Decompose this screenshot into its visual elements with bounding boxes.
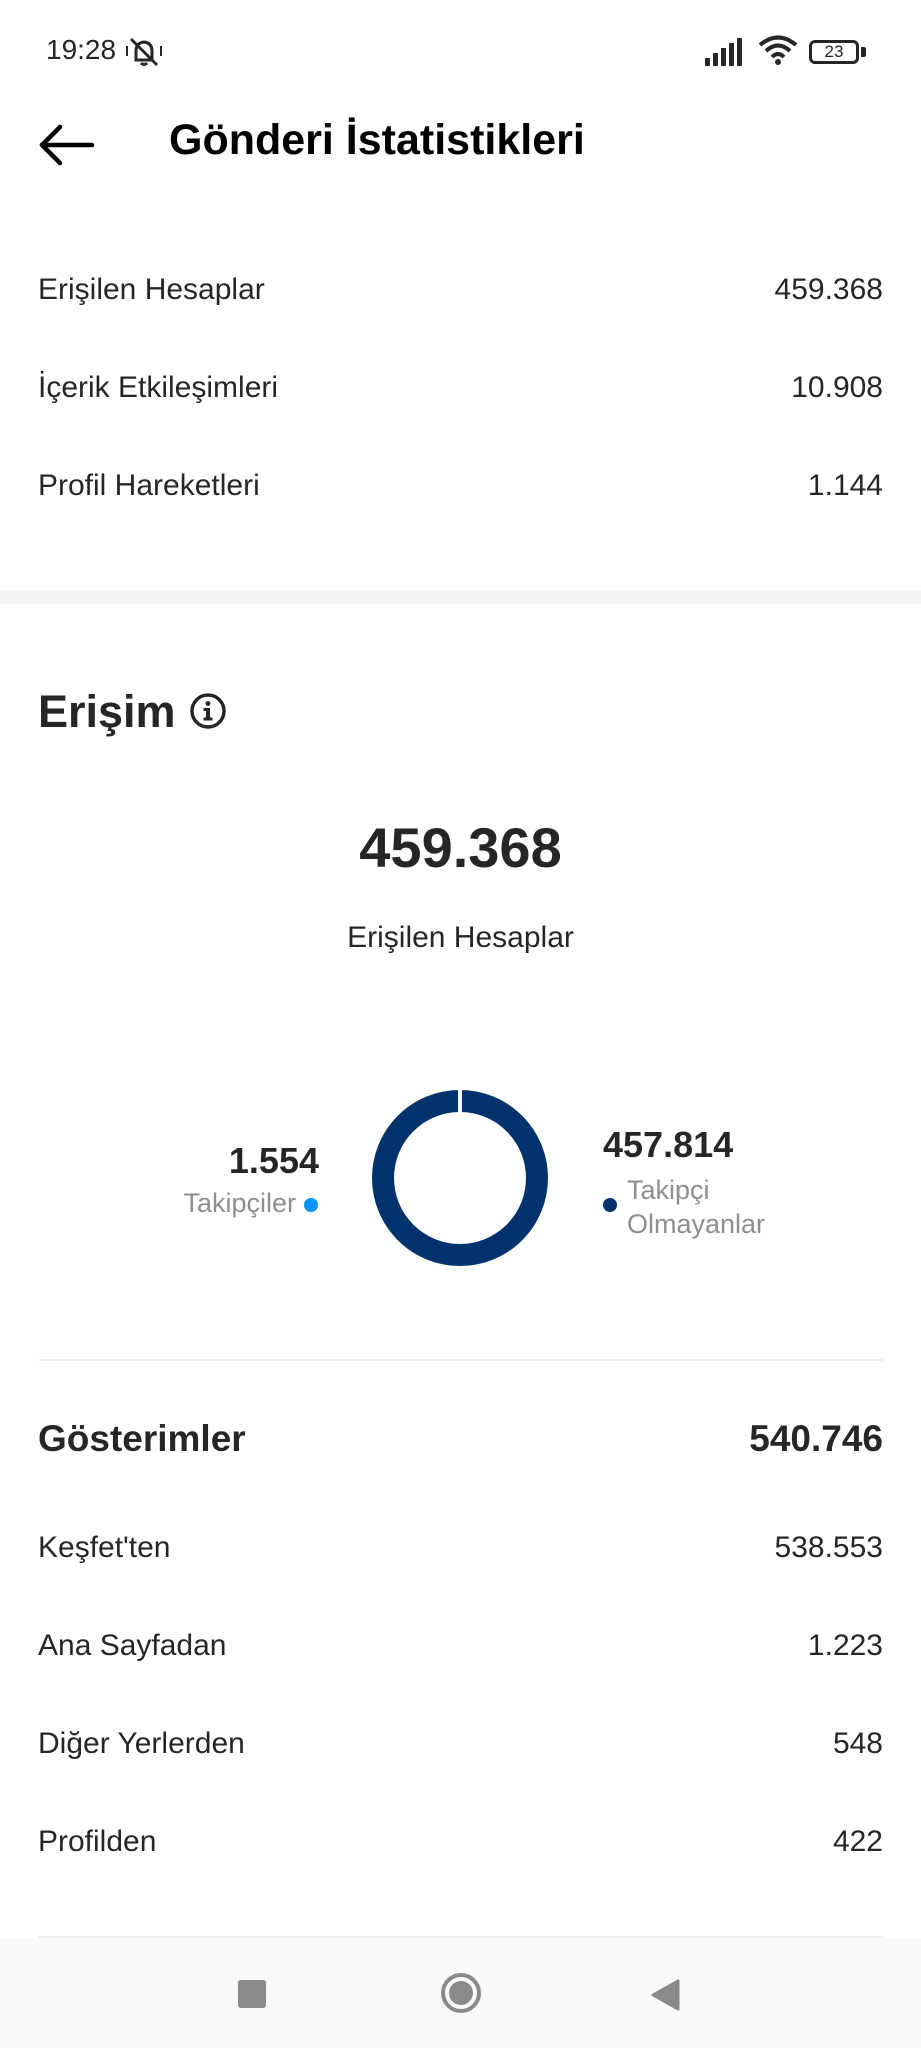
recents-square-icon[interactable] [238,1980,266,2008]
page-title: Gönderi İstatistikleri [169,116,585,164]
followers-legend-dot [304,1198,318,1212]
divider-bottom [38,1936,883,1938]
summary-value-interactions: 10.908 [791,371,883,404]
impressions-value-explore: 538.553 [774,1531,883,1564]
impressions-label-explore: Keşfet'ten [38,1531,171,1564]
battery-tip [861,47,866,57]
impressions-value-home: 1.223 [807,1629,883,1662]
summary-value-reached: 459.368 [774,273,883,306]
status-time: 19:28 [46,34,117,65]
signal-icon [705,38,742,66]
impressions-label-other: Diğer Yerlerden [38,1727,245,1760]
non-followers-legend-dot [603,1198,617,1212]
battery-icon: 23 [809,40,859,64]
summary-label-profile: Profil Hareketleri [38,469,260,502]
home-circle-icon[interactable] [440,1972,482,2014]
summary-value-profile: 1.144 [807,469,883,502]
followers-value: 1.554 [228,1140,319,1181]
back-triangle-icon[interactable] [648,1978,682,2012]
divider [38,1359,883,1361]
impressions-total: 540.746 [749,1418,883,1459]
back-arrow-icon[interactable] [36,124,96,166]
impressions-title: Gösterimler [38,1418,246,1459]
reach-title: Erişim [38,686,176,737]
info-icon[interactable] [189,692,227,730]
notifications-off-icon [126,37,162,67]
wifi-icon [758,35,798,65]
status-bar: 19:28 23 [0,0,921,100]
section-divider [0,590,921,604]
reach-total-label: Erişilen Hesaplar [347,921,574,954]
donut-segment-non-followers [372,1090,548,1266]
battery-level: 23 [824,42,844,61]
non-followers-value: 457.814 [603,1124,734,1165]
impressions-value-other: 548 [832,1727,883,1760]
non-followers-label: Takipçi Olmayanlar [627,1175,766,1239]
reach-total: 459.368 [359,816,562,879]
impressions-label-profile: Profilden [38,1825,157,1858]
followers-label: Takipçiler [183,1188,296,1218]
reach-donut-chart [372,1090,548,1266]
summary-label-interactions: İçerik Etkileşimleri [38,371,279,404]
impressions-label-home: Ana Sayfadan [38,1629,227,1662]
impressions-value-profile: 422 [832,1825,883,1858]
summary-label-reached: Erişilen Hesaplar [38,273,265,306]
